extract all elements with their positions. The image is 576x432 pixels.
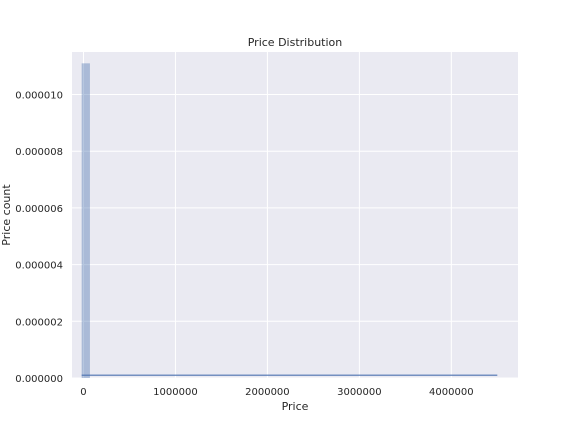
y-tick-label: 0.000002 [15,317,63,328]
y-tick-label: 0.000004 [15,261,63,272]
x-tick-labels: 0 1000000 2000000 3000000 4000000 [80,387,473,398]
x-tick-label: 4000000 [429,387,474,398]
chart-title: Price Distribution [248,36,343,49]
x-axis-label: Price [282,400,309,413]
y-tick-labels: 0.000000 0.000002 0.000004 0.000006 0.000008… [15,91,63,385]
x-tick-label: 3000000 [337,387,382,398]
y-tick-label: 0.000008 [15,147,63,158]
x-tick-label: 2000000 [245,387,290,398]
y-tick-label: 0.000000 [15,374,63,385]
y-tick-label: 0.000010 [15,91,63,102]
histogram-bar [81,63,90,378]
plot-area [72,52,518,378]
y-axis-label: Price count [0,184,13,246]
histogram-bars [81,63,90,378]
y-tick-label: 0.000006 [15,204,63,215]
grid-lines [72,52,518,379]
x-tick-label: 1000000 [153,387,198,398]
x-tick-label: 0 [80,387,86,398]
